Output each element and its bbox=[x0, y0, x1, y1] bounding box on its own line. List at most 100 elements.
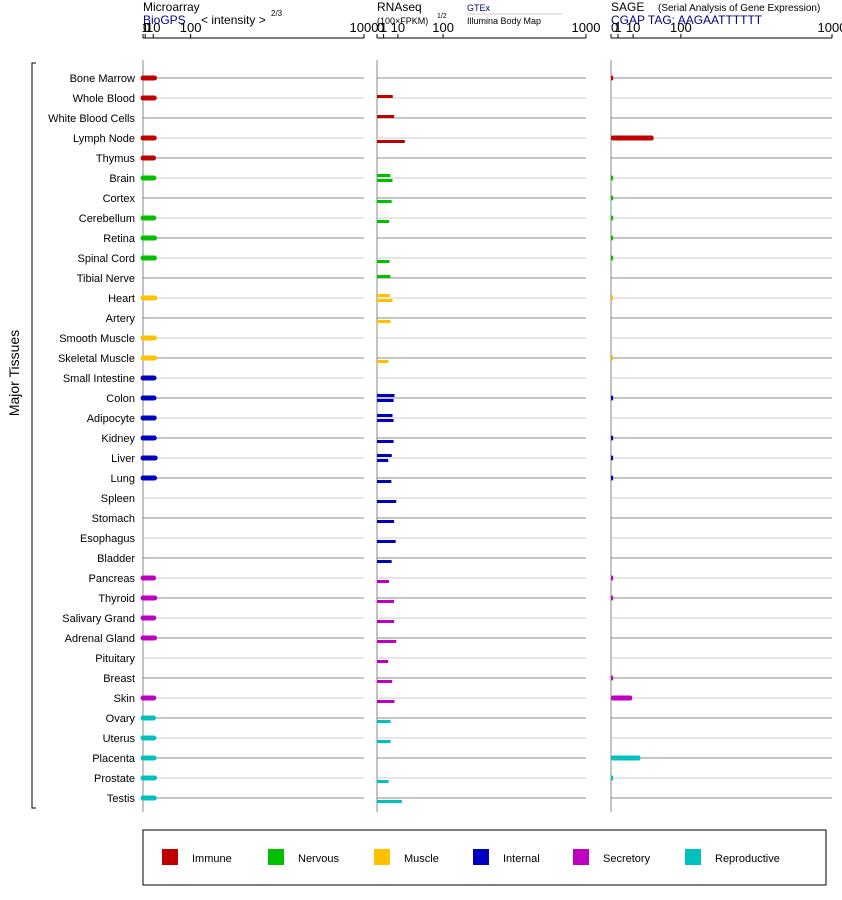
sage-bar bbox=[611, 455, 614, 461]
microarray-title: Microarray bbox=[143, 0, 200, 14]
legend-label: Reproductive bbox=[715, 853, 780, 865]
legend-swatch bbox=[573, 849, 589, 865]
sage-bar bbox=[611, 355, 614, 361]
microarray-bar-base bbox=[143, 375, 146, 381]
legend-swatch bbox=[374, 849, 390, 865]
sage-bar bbox=[611, 195, 614, 201]
sage-bar bbox=[611, 75, 614, 81]
rnaseq-ibm-bar bbox=[377, 220, 390, 223]
rnaseq-title: RNAseq bbox=[377, 0, 422, 14]
tissue-label: Colon bbox=[106, 393, 135, 405]
tissue-label: Pituitary bbox=[95, 653, 135, 665]
microarray-bar-base bbox=[143, 175, 146, 181]
rnaseq-ibm-bar bbox=[377, 720, 391, 723]
tissue-label: Pancreas bbox=[89, 573, 136, 585]
legend-label: Immune bbox=[192, 853, 232, 865]
microarray-bar-base bbox=[143, 95, 146, 101]
rnaseq-source-ibm: Illumina Body Map bbox=[467, 16, 541, 26]
tissue-label: Small Intestine bbox=[63, 373, 135, 385]
sage-tick-label: 100 bbox=[670, 20, 692, 35]
microarray-bar-base bbox=[143, 135, 146, 141]
rnaseq-ibm-bar bbox=[377, 660, 389, 663]
tissue-label: Artery bbox=[106, 313, 136, 325]
legend: Immune Nervous Muscle Internal Secretory Repr… bbox=[162, 849, 780, 865]
sage-bar bbox=[611, 295, 614, 301]
tissue-label: Lymph Node bbox=[73, 133, 135, 145]
rnaseq-panel: 01 10 100 1000 bbox=[376, 20, 600, 812]
rnaseq-ibm-bar bbox=[377, 780, 389, 783]
rnaseq-gtex-bar bbox=[377, 454, 392, 457]
rnaseq-ibm-bar bbox=[377, 260, 390, 263]
rnaseq-ibm-bar bbox=[377, 299, 393, 302]
legend-box bbox=[142, 829, 827, 886]
tissue-label: Skin bbox=[114, 693, 135, 705]
legend-swatch bbox=[268, 849, 284, 865]
tissue-label: Bladder bbox=[97, 553, 135, 565]
tissue-label: Prostate bbox=[94, 773, 135, 785]
sage-bar bbox=[611, 235, 614, 241]
microarray-bar-base bbox=[143, 395, 146, 401]
rnaseq-gtex-bar bbox=[377, 394, 395, 397]
rnaseq-tick-label: 100 bbox=[432, 20, 454, 35]
rnaseq-gtex-bar bbox=[377, 174, 391, 177]
tissue-label: Whole Blood bbox=[73, 93, 135, 105]
tissue-label: Liver bbox=[111, 453, 135, 465]
rnaseq-ibm-bar bbox=[377, 399, 394, 402]
rnaseq-ibm-bar bbox=[377, 680, 393, 683]
microarray-tick-label: 0 bbox=[143, 20, 150, 35]
microarray-tick-label: 100 bbox=[180, 20, 202, 35]
microarray-tick-label: 1000 bbox=[350, 20, 379, 35]
rnaseq-gtex-bar bbox=[377, 414, 393, 417]
microarray-bar-base bbox=[143, 415, 146, 421]
rnaseq-unit: (100×FPKM) bbox=[377, 16, 428, 26]
tissue-label: Retina bbox=[103, 233, 136, 245]
sage-bar bbox=[611, 675, 614, 681]
sage-subtitle: (Serial Analysis of Gene Expression) bbox=[658, 3, 820, 14]
tissue-label: Placenta bbox=[92, 753, 136, 765]
microarray-tick-label: 10 bbox=[146, 20, 160, 35]
sage-bar bbox=[611, 135, 654, 141]
microarray-bar-base bbox=[143, 295, 146, 301]
tissue-label: Bone Marrow bbox=[70, 73, 135, 85]
microarray-bar-base bbox=[143, 695, 146, 701]
tissue-label: Uterus bbox=[103, 733, 136, 745]
microarray-bar-base bbox=[143, 155, 146, 161]
sage-bar bbox=[611, 755, 641, 761]
microarray-bar-base bbox=[143, 595, 146, 601]
tissue-label: Cortex bbox=[103, 193, 136, 205]
microarray-bar-base bbox=[143, 795, 146, 801]
rnaseq-ibm-bar bbox=[377, 360, 389, 363]
microarray-bar-base bbox=[143, 615, 146, 621]
microarray-bar-base bbox=[143, 775, 146, 781]
microarray-bar-base bbox=[143, 635, 146, 641]
sage-bar bbox=[611, 595, 614, 601]
microarray-bar-base bbox=[143, 715, 146, 721]
rnaseq-ibm-bar bbox=[377, 440, 394, 443]
rnaseq-ibm-bar bbox=[377, 560, 392, 563]
tissue-label: Ovary bbox=[106, 713, 136, 725]
legend-label: Internal bbox=[503, 853, 540, 865]
microarray-bar-base bbox=[143, 755, 146, 761]
rnaseq-ibm-bar bbox=[377, 740, 391, 743]
tissue-labels: Bone Marrow Whole Blood White Blood Cells L… bbox=[48, 73, 136, 805]
rnaseq-gtex-bar bbox=[377, 115, 395, 118]
microarray-scale: < intensity > bbox=[201, 13, 266, 27]
microarray-bar-base bbox=[143, 235, 146, 241]
tissue-label: Adipocyte bbox=[87, 413, 135, 425]
rnaseq-ibm-bar bbox=[377, 500, 397, 503]
tissue-label: Spleen bbox=[101, 493, 135, 505]
tissue-label: Adrenal Gland bbox=[65, 633, 135, 645]
microarray-bar-base bbox=[143, 335, 146, 341]
sage-bar bbox=[611, 575, 614, 581]
microarray-source: BioGPS bbox=[143, 13, 186, 27]
microarray-bar-base bbox=[143, 355, 146, 361]
tissue-label: Stomach bbox=[92, 513, 135, 525]
rnaseq-ibm-bar bbox=[377, 480, 392, 483]
rnaseq-ibm-bar bbox=[377, 540, 396, 543]
tissue-label: Heart bbox=[108, 293, 135, 305]
microarray-bar-base bbox=[143, 575, 146, 581]
microarray-bar-base bbox=[143, 75, 146, 81]
tissue-label: Spinal Cord bbox=[78, 253, 135, 265]
y-axis-label: Major Tissues bbox=[6, 330, 22, 416]
